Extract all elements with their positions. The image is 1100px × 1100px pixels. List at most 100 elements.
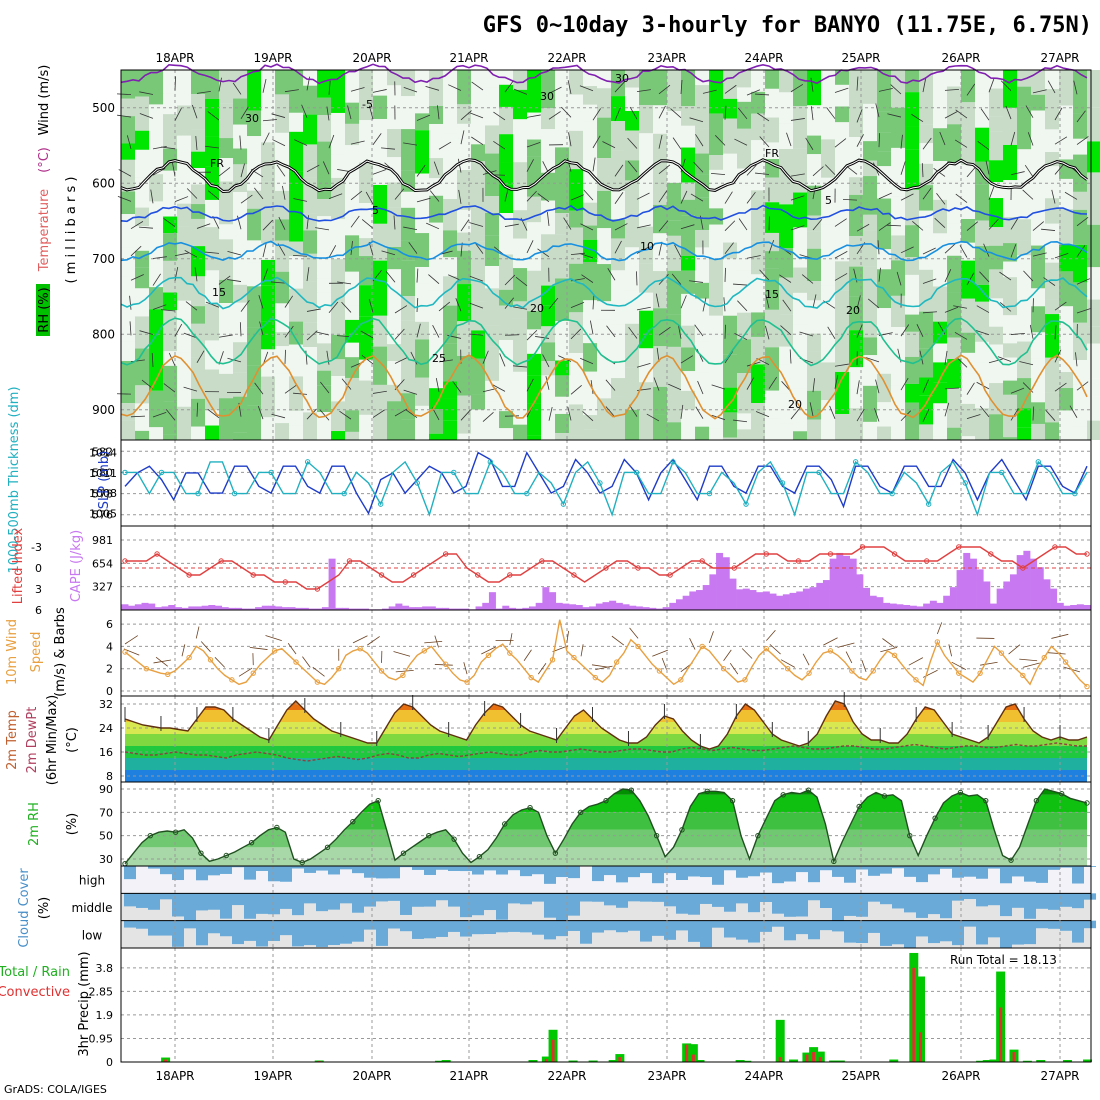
rh-cell	[513, 371, 528, 390]
isotherm-10	[120, 240, 1088, 262]
wind-barb	[174, 196, 189, 203]
cloud-bar	[628, 866, 640, 878]
cape-bar	[622, 604, 630, 610]
rh-cell	[863, 176, 878, 215]
rh-cell	[275, 406, 290, 424]
wind-barb	[183, 332, 198, 339]
cloud-bar	[316, 920, 328, 947]
rh-cell	[219, 224, 234, 240]
wind-barb	[130, 221, 144, 229]
precip-convective-bar	[805, 1054, 809, 1062]
rh-cell	[1031, 423, 1046, 440]
cloud-bar	[544, 866, 556, 884]
li-line-point	[346, 558, 353, 564]
cape-bar	[1003, 581, 1011, 610]
rh-cell	[471, 330, 486, 359]
rh-cell	[401, 352, 416, 394]
wind-barb	[218, 275, 231, 285]
rh-cell	[1059, 209, 1074, 245]
rh-cell	[443, 420, 458, 440]
rh-cell	[219, 373, 234, 399]
rh-cell	[233, 284, 248, 303]
rh-cell	[821, 329, 836, 363]
rh-cell	[765, 88, 780, 118]
rh-cell	[821, 362, 836, 401]
rh-cell	[947, 162, 962, 182]
wind-barb	[548, 406, 553, 421]
wind-barb	[152, 273, 161, 286]
rh-cell	[583, 415, 598, 430]
wind-barb	[381, 250, 396, 256]
rh-cell	[947, 255, 962, 293]
rh-cell	[261, 211, 276, 244]
rh-cell	[863, 337, 878, 356]
rh-cell	[1031, 202, 1046, 246]
rh-cell	[709, 428, 724, 440]
wind-speed-line-point	[528, 674, 534, 681]
rh-cell	[737, 70, 752, 88]
wind-barb	[605, 379, 616, 391]
rh-cell	[527, 70, 542, 113]
rh-cell	[1059, 372, 1074, 389]
cape-bar	[702, 585, 710, 610]
wind-barb	[589, 320, 594, 335]
wind-barb	[326, 350, 330, 365]
wind-barb	[481, 646, 496, 655]
rh-cell	[499, 213, 514, 255]
wind-barb	[152, 168, 166, 176]
rh-cell	[947, 86, 962, 125]
rh-cell	[457, 209, 472, 233]
rh-cell	[401, 419, 416, 440]
slp-tick-label: 1014	[89, 447, 117, 460]
wind-barb	[658, 134, 663, 149]
rh-cell	[247, 136, 262, 175]
wind-barb	[799, 331, 814, 337]
rh-cell	[1003, 144, 1018, 181]
rh-cell	[429, 195, 444, 223]
rh-cell	[443, 199, 458, 231]
wind-barb	[381, 147, 396, 150]
rh-cell	[191, 398, 206, 427]
cape-bar	[809, 587, 817, 610]
rh-cell	[317, 70, 332, 98]
wind-speed-line-point	[378, 668, 385, 674]
wind-barb	[966, 272, 975, 286]
rh-cell	[905, 92, 920, 127]
wind-barb	[254, 187, 264, 200]
rh-cell	[555, 147, 570, 184]
rh-cell	[793, 407, 808, 432]
li-tick-label: 0	[35, 562, 42, 575]
li-line-point	[635, 565, 641, 571]
rh-cell	[597, 190, 612, 229]
wind-speed-line-point	[143, 666, 150, 672]
rh-cell	[849, 266, 864, 297]
rh-cell	[933, 93, 948, 129]
rh-cell	[121, 420, 136, 440]
rh-cell	[317, 216, 332, 253]
wind-barb	[284, 325, 294, 338]
pressure-tick-label: 700	[92, 252, 115, 266]
cape-bar	[241, 608, 249, 610]
cape-bar	[482, 602, 490, 610]
cape-bar	[589, 606, 597, 610]
rh-cell	[625, 290, 640, 324]
cape-bar	[1016, 555, 1024, 610]
wind-barb	[1010, 244, 1017, 258]
precip-convective-bar	[551, 1039, 555, 1062]
rh-cell	[765, 268, 780, 310]
rh-cell	[1073, 282, 1088, 323]
wind-barb	[602, 141, 616, 149]
cloud-bar	[208, 866, 220, 876]
wind-barb	[196, 90, 211, 94]
rh-cell	[233, 233, 248, 260]
isotherm-15	[120, 276, 1088, 310]
wind-barb	[218, 167, 231, 177]
wind-barb	[627, 160, 638, 173]
rh-cell	[233, 259, 248, 285]
cape-bar	[1010, 574, 1018, 610]
wind-tick-label: 2	[106, 663, 113, 676]
wind-barb	[689, 117, 704, 123]
rh-cell	[919, 227, 934, 270]
rh-cell	[779, 248, 794, 278]
wind-barb	[218, 351, 224, 365]
